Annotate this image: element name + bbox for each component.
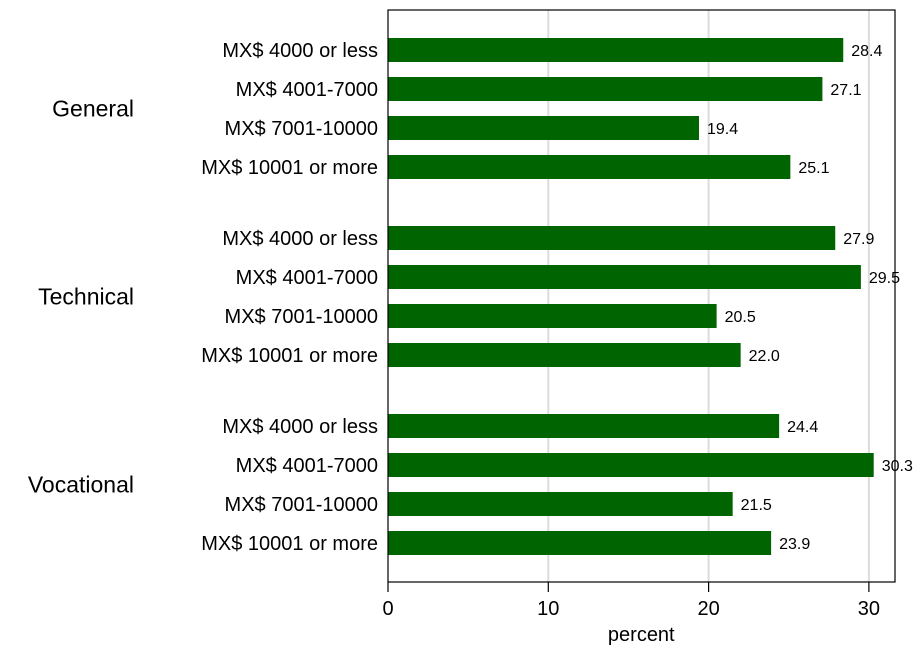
category-label: MX$ 10001 or more [201, 345, 378, 367]
group-label-vocational: Vocational [28, 472, 134, 498]
x-axis-title: percent [608, 624, 675, 646]
bar-general-0 [388, 38, 844, 62]
value-label: 21.5 [741, 497, 772, 514]
x-tick-label: 30 [858, 598, 880, 620]
value-label: 24.4 [787, 419, 818, 436]
value-label: 30.3 [882, 458, 913, 475]
category-label: MX$ 4001-7000 [236, 455, 378, 477]
bar-vocational-0 [388, 414, 780, 438]
gridlines [547, 10, 870, 582]
category-label: MX$ 4000 or less [222, 228, 378, 250]
value-label: 19.4 [707, 121, 738, 138]
value-label: 25.1 [798, 160, 829, 177]
value-label: 20.5 [725, 309, 756, 326]
category-label: MX$ 4000 or less [222, 416, 378, 438]
bar-vocational-2 [388, 492, 733, 516]
group-label-general: General [52, 96, 134, 122]
plot-frame [387, 9, 896, 583]
value-label: 22.0 [749, 348, 780, 365]
bar-technical-2 [388, 304, 717, 328]
category-label: MX$ 4000 or less [222, 40, 378, 62]
axes: 0 10 20 30 [382, 9, 896, 620]
bar-vocational-3 [388, 531, 772, 555]
x-tick-label: 10 [537, 598, 559, 620]
category-label: MX$ 7001-10000 [225, 118, 378, 140]
group-label-technical: Technical [38, 284, 134, 310]
category-label: MX$ 4001-7000 [236, 267, 378, 289]
bar-general-3 [388, 155, 791, 179]
bar-technical-3 [388, 343, 741, 367]
bar-vocational-1 [388, 453, 874, 477]
value-label: 23.9 [779, 536, 810, 553]
value-label: 29.5 [869, 270, 900, 287]
bar-technical-0 [388, 226, 836, 250]
bar-general-2 [388, 116, 699, 140]
bars [388, 38, 874, 555]
value-label: 27.1 [830, 82, 861, 99]
value-label: 28.4 [851, 43, 882, 60]
category-label: MX$ 7001-10000 [225, 494, 378, 516]
bar-technical-1 [388, 265, 861, 289]
labels: 28.4 MX$ 4000 or less 27.1 MX$ 4001-7000 19.… [28, 40, 913, 555]
category-label: MX$ 10001 or more [201, 533, 378, 555]
category-label: MX$ 7001-10000 [225, 306, 378, 328]
x-tick-label: 0 [382, 598, 393, 620]
category-label: MX$ 4001-7000 [236, 79, 378, 101]
value-label: 27.9 [843, 231, 874, 248]
category-label: MX$ 10001 or more [201, 157, 378, 179]
bar-general-1 [388, 77, 823, 101]
x-tick-label: 20 [697, 598, 719, 620]
